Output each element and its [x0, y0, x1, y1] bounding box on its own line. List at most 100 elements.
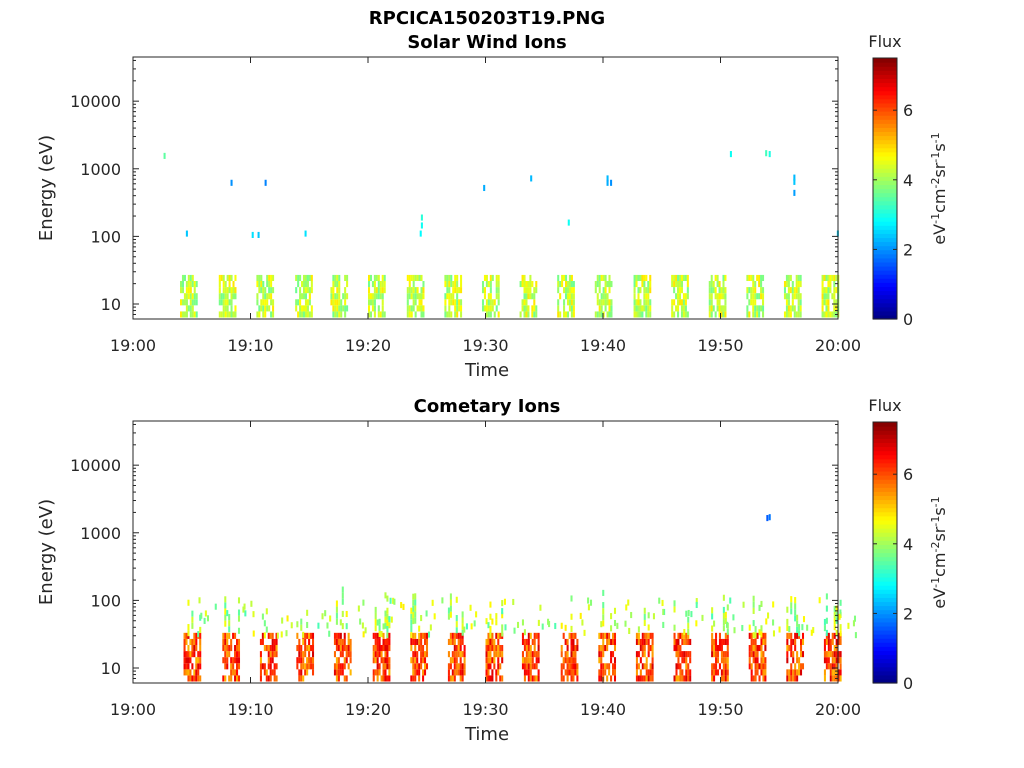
burst-cell: [829, 669, 832, 676]
burst-cell: [189, 669, 192, 676]
burst-cell: [224, 305, 227, 312]
burst-cell: [568, 663, 571, 670]
halo-cell: [732, 614, 735, 621]
burst-cell: [378, 645, 381, 652]
burst-cell: [531, 638, 534, 646]
burst-cell: [716, 293, 719, 300]
burst-cell: [718, 305, 721, 312]
burst-cell: [641, 274, 644, 282]
burst-cell: [334, 281, 337, 288]
burst-cell: [265, 645, 268, 652]
burst-cell: [298, 645, 301, 652]
burst-cell: [801, 638, 805, 646]
colorbar-swatch: [873, 450, 897, 456]
burst-cell: [647, 675, 650, 682]
halo-cell: [624, 620, 627, 627]
burst-cell: [454, 311, 457, 318]
burst-cell: [349, 651, 352, 658]
burst-cell: [787, 293, 790, 300]
burst-cell: [568, 281, 571, 288]
burst-cell: [679, 675, 682, 682]
burst-cell: [564, 657, 567, 664]
burst-cell: [610, 305, 613, 312]
burst-cell: [487, 632, 490, 639]
halo-cell: [610, 625, 613, 632]
halo-cell: [362, 599, 365, 606]
burst-cell: [787, 274, 790, 282]
burst-cell: [720, 638, 723, 646]
burst-cell: [713, 651, 716, 658]
halo-cell: [244, 610, 247, 617]
burst-cell: [258, 274, 261, 282]
halo-cell: [758, 629, 761, 636]
burst-cell: [760, 274, 763, 282]
halo-cell: [265, 626, 268, 633]
colorbar-swatch: [873, 70, 897, 75]
burst-cell: [608, 638, 611, 646]
burst-cell: [685, 663, 688, 670]
burst-cell: [791, 305, 794, 312]
burst-cell: [260, 299, 263, 306]
burst-cell: [275, 663, 278, 670]
halo-cell: [386, 607, 389, 614]
burst-cell: [608, 299, 611, 306]
halo-cell: [610, 613, 613, 620]
burst-cell: [686, 274, 689, 282]
burst-cell: [686, 281, 689, 288]
burst-cell: [381, 287, 384, 294]
burst-cell: [232, 311, 235, 318]
burst-cell: [193, 675, 196, 682]
colorbar-swatch: [873, 479, 897, 484]
halo-cell: [794, 615, 797, 622]
colorbar-swatch: [873, 503, 897, 509]
burst-cell: [295, 274, 298, 282]
burst-cell: [633, 299, 636, 306]
burst-cell: [521, 281, 524, 288]
burst-cell: [643, 675, 646, 682]
burst-cell: [613, 645, 617, 652]
halo-cell: [263, 620, 266, 627]
y-axis-label: Energy (eV): [36, 135, 57, 241]
halo-cell: [602, 614, 605, 621]
burst-cell: [349, 669, 352, 676]
burst-cell: [382, 675, 385, 682]
burst-cell: [827, 663, 830, 670]
burst-cell: [228, 632, 231, 639]
colorbar-swatch: [873, 621, 897, 627]
burst-cell: [299, 311, 302, 318]
burst-cell: [835, 299, 838, 306]
burst-cell: [236, 645, 239, 652]
burst-cell: [447, 675, 450, 682]
burst-cell: [339, 651, 342, 658]
burst-cell: [185, 293, 188, 300]
burst-cell: [270, 293, 273, 300]
burst-cell: [453, 632, 456, 639]
burst-cell: [337, 645, 340, 652]
burst-cell: [460, 311, 463, 318]
burst-cell: [606, 675, 609, 682]
burst-cell: [418, 638, 421, 646]
burst-cell: [306, 287, 309, 294]
burst-cell: [529, 293, 532, 300]
burst-cell: [373, 281, 376, 288]
burst-cell: [481, 299, 485, 306]
burst-cell: [295, 299, 298, 306]
burst-cell: [341, 663, 344, 670]
burst-cell: [237, 663, 241, 670]
x-tick-label: 19:00: [110, 336, 156, 355]
burst-cell: [711, 675, 714, 682]
burst-cell: [368, 287, 371, 294]
burst-cell: [259, 663, 262, 670]
burst-cell: [345, 657, 348, 664]
burst-cell: [787, 287, 790, 294]
burst-cell: [491, 632, 494, 639]
burst-cell: [337, 669, 340, 676]
burst-cell: [679, 663, 682, 670]
burst-cell: [189, 281, 192, 288]
burst-cell: [386, 675, 389, 682]
burst-cell: [606, 299, 609, 306]
halo-cell: [833, 618, 836, 625]
burst-cell: [461, 638, 464, 646]
colorbar-tick-label: 4: [903, 171, 913, 190]
burst-cell: [715, 632, 718, 639]
